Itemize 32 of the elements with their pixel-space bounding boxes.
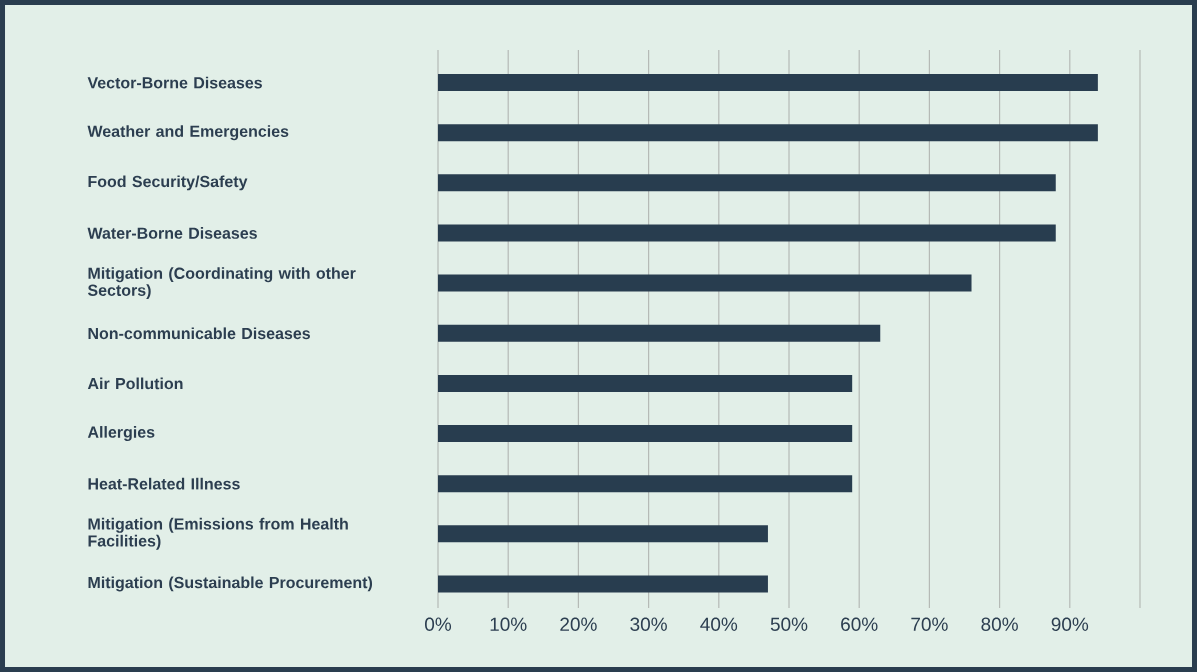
bar (438, 174, 1056, 192)
bar (438, 575, 768, 593)
x-tick-label: 60% (841, 617, 878, 631)
x-tick-label: 30% (630, 617, 667, 631)
bar (438, 274, 972, 292)
x-tick-label: 20% (560, 617, 597, 631)
x-tick-label: 40% (700, 617, 738, 631)
y-tick-label: Water-Borne Diseases (87, 227, 257, 239)
bar (438, 425, 853, 443)
x-tick-label: 10% (490, 617, 527, 631)
bar (438, 74, 1098, 92)
y-tick-label: Mitigation (Emissions from Health Facilities) (88, 517, 348, 550)
y-tick-label: Food Security/Safety (88, 175, 248, 191)
x-tick-label: 50% (770, 617, 808, 631)
bar (438, 525, 768, 543)
y-tick-label: Allergies (87, 426, 155, 442)
bar (438, 475, 853, 493)
bar (438, 324, 881, 342)
x-tick-label: 80% (981, 617, 1018, 631)
y-tick-label: Vector-Borne Diseases (87, 76, 262, 89)
y-tick-label: Heat-Related Illness (88, 477, 240, 490)
x-tick-label: 90% (1051, 617, 1089, 631)
y-tick-label: Mitigation (Coordinating with other Sectors) (87, 267, 356, 300)
bar (438, 124, 1098, 142)
x-tick-label: 0% (425, 617, 452, 631)
x-tick-label: 70% (911, 617, 948, 631)
bar (438, 224, 1056, 242)
y-tick-label: Non-communicable Diseases (88, 327, 310, 340)
y-tick-label: Weather and Emergencies (87, 125, 289, 141)
bar (438, 374, 853, 392)
y-tick-label: Air Pollution (87, 377, 183, 390)
y-tick-label: Mitigation (Sustainable Procurement) (88, 576, 373, 592)
